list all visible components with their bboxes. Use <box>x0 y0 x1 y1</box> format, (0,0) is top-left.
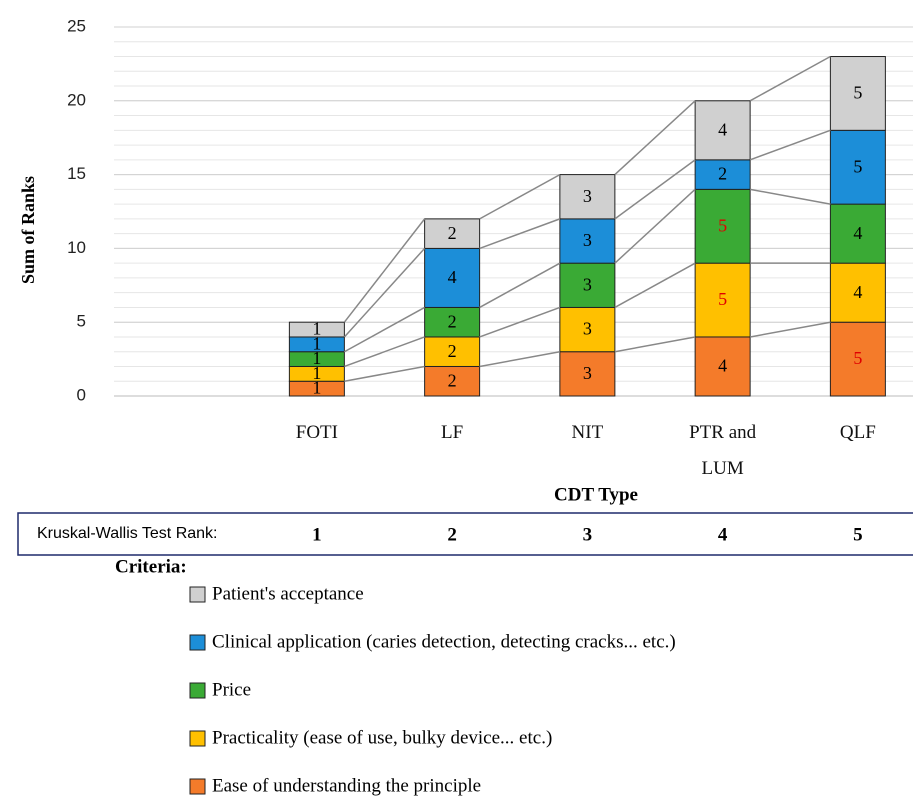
y-tick-label: 25 <box>67 16 86 35</box>
connector-line <box>614 159 696 220</box>
connector-line <box>749 321 831 338</box>
connector-line <box>343 218 426 323</box>
legend-swatch <box>189 682 206 699</box>
x-tick-label: PTR and LUM <box>689 422 757 479</box>
bar-label: 2 <box>718 164 727 184</box>
bar-segment <box>694 336 751 397</box>
rank-value: 4 <box>718 524 728 545</box>
bar-label: 1 <box>312 363 321 383</box>
legend-title: Criteria: <box>115 556 187 577</box>
x-tick-label: FOTI <box>295 422 338 443</box>
rank-box <box>17 512 913 556</box>
connector-line <box>749 129 831 161</box>
bar-segment <box>424 218 481 249</box>
bar-label: 4 <box>853 223 862 243</box>
bar-segment <box>559 262 616 308</box>
legend-swatch <box>189 730 206 747</box>
connector-line <box>343 247 426 338</box>
bar-label: 4 <box>853 282 862 302</box>
bar-label: 2 <box>448 223 457 243</box>
bar-segment <box>288 321 345 338</box>
connector-line <box>344 365 425 382</box>
connector-line <box>344 336 425 368</box>
x-tick-label: NIT <box>571 422 604 443</box>
bar-label: 5 <box>853 156 862 176</box>
bar-label: 3 <box>583 319 592 339</box>
x-tick-label: LF <box>441 422 464 443</box>
rank-value: 5 <box>853 524 863 545</box>
bar-label: 2 <box>448 311 457 331</box>
connector-line <box>749 55 831 102</box>
y-tick-label: 5 <box>77 312 86 331</box>
bar-label: 3 <box>583 230 592 250</box>
bar-segment <box>559 218 616 264</box>
bar-segment <box>829 129 886 205</box>
y-tick-label: 0 <box>77 385 86 404</box>
legend-label: Price <box>212 679 251 700</box>
bar-segment <box>559 306 616 353</box>
legend-label: Practicality (ease of use, bulky device.… <box>212 727 552 748</box>
connector-line <box>344 306 425 353</box>
bar-label: 5 <box>718 215 727 235</box>
bar-label: 2 <box>448 370 457 390</box>
bar-label: 3 <box>583 274 592 294</box>
bar-label: 5 <box>853 348 862 368</box>
bar-segment <box>424 306 481 338</box>
bar-label: 3 <box>583 186 592 206</box>
connector-line <box>614 336 696 353</box>
bar-segment <box>424 365 481 397</box>
y-tick-label: 20 <box>67 90 86 109</box>
bar-segment <box>424 336 481 367</box>
connector-line <box>614 100 696 176</box>
bar-segment <box>694 188 751 264</box>
bar-label: 1 <box>312 348 321 368</box>
bar-label: 1 <box>312 319 321 339</box>
connector-line <box>614 262 696 309</box>
bar-label: 1 <box>312 378 321 398</box>
connector-line <box>479 173 561 220</box>
connector-line <box>479 350 561 368</box>
connector-line <box>749 188 831 205</box>
rank-value: 2 <box>447 524 457 545</box>
legend-label: Ease of understanding the principle <box>212 775 481 796</box>
bar-segment <box>829 262 886 323</box>
y-axis-label: Sum of Ranks <box>18 176 38 284</box>
x-axis-label: CDT Type <box>554 484 638 505</box>
bar-label: 1 <box>312 333 321 353</box>
connector-line <box>479 262 561 309</box>
bar-segment <box>829 203 886 264</box>
bar-label: 2 <box>448 341 457 361</box>
rank-label: Kruskal-Wallis Test Rank: <box>37 525 218 542</box>
bar-segment <box>559 351 616 397</box>
bar-label: 5 <box>718 289 727 309</box>
legend-label: Clinical application (caries detection, … <box>212 631 676 652</box>
legend-swatch <box>189 634 206 651</box>
bar-segment <box>829 321 886 397</box>
legend-label: Patient's acceptance <box>212 583 364 604</box>
connector-line <box>479 306 561 338</box>
bar-label: 4 <box>448 267 457 287</box>
legend-swatch <box>189 586 206 603</box>
connector-line <box>479 218 561 250</box>
bar-label: 5 <box>853 83 862 103</box>
bar-label: 4 <box>718 119 727 139</box>
legend-swatch <box>189 778 206 795</box>
bar-label: 4 <box>718 356 727 376</box>
rank-value: 3 <box>583 524 593 545</box>
bar-segment <box>694 100 751 161</box>
connector-line <box>614 188 696 264</box>
bar-segment <box>829 56 886 131</box>
bar-segment <box>559 174 616 220</box>
bar-label: 3 <box>583 363 592 383</box>
y-tick-label: 15 <box>67 164 86 183</box>
rank-value: 1 <box>312 524 322 545</box>
y-tick-label: 10 <box>67 238 86 257</box>
x-tick-label: QLF <box>839 422 876 443</box>
bar-segment <box>694 262 751 338</box>
